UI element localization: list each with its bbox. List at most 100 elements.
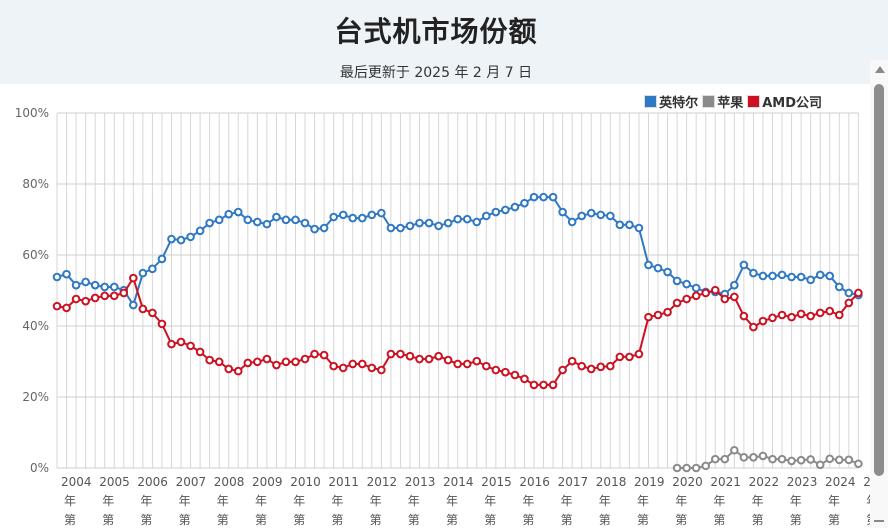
data-point[interactable]	[386, 223, 396, 233]
data-point[interactable]	[682, 294, 691, 304]
data-point[interactable]	[310, 224, 319, 234]
data-point[interactable]	[625, 352, 634, 362]
data-point[interactable]	[71, 280, 81, 290]
data-point[interactable]	[844, 298, 854, 308]
vertical-scrollbar[interactable]	[870, 60, 888, 528]
data-point[interactable]	[129, 300, 138, 310]
data-point[interactable]	[367, 363, 377, 373]
data-point[interactable]	[787, 456, 796, 466]
data-point[interactable]	[357, 359, 367, 369]
data-point[interactable]	[768, 271, 777, 281]
data-point[interactable]	[806, 311, 815, 321]
legend-item-apple[interactable]: 苹果	[702, 92, 743, 111]
data-point[interactable]	[644, 312, 653, 322]
data-point[interactable]	[224, 209, 234, 219]
data-point[interactable]	[186, 232, 195, 242]
data-point[interactable]	[520, 374, 529, 384]
data-point[interactable]	[796, 455, 806, 465]
data-point[interactable]	[491, 207, 501, 217]
data-point[interactable]	[796, 309, 806, 319]
data-point[interactable]	[739, 453, 749, 462]
data-point[interactable]	[510, 202, 520, 212]
data-point[interactable]	[157, 319, 167, 329]
data-point[interactable]	[510, 370, 520, 380]
data-point[interactable]	[291, 215, 300, 225]
data-point[interactable]	[90, 293, 100, 303]
data-point[interactable]	[501, 205, 510, 215]
data-point[interactable]	[434, 221, 443, 231]
data-point[interactable]	[701, 288, 711, 298]
data-point[interactable]	[691, 291, 701, 301]
data-point[interactable]	[577, 361, 587, 371]
data-point[interactable]	[672, 298, 682, 308]
data-point[interactable]	[262, 219, 272, 229]
data-point[interactable]	[596, 210, 606, 220]
data-point[interactable]	[758, 271, 768, 281]
data-point[interactable]	[577, 211, 587, 221]
data-point[interactable]	[825, 454, 835, 464]
data-point[interactable]	[462, 359, 472, 369]
data-point[interactable]	[567, 217, 577, 227]
data-point[interactable]	[777, 310, 787, 320]
data-point[interactable]	[615, 220, 625, 230]
data-point[interactable]	[749, 268, 758, 278]
data-point[interactable]	[615, 352, 625, 362]
data-point[interactable]	[253, 357, 262, 367]
data-point[interactable]	[310, 349, 319, 359]
data-point[interactable]	[749, 322, 758, 332]
data-point[interactable]	[844, 288, 854, 298]
data-point[interactable]	[758, 316, 768, 326]
data-point[interactable]	[100, 282, 109, 292]
data-point[interactable]	[634, 223, 644, 233]
data-point[interactable]	[539, 380, 548, 390]
data-point[interactable]	[806, 455, 815, 464]
data-point[interactable]	[71, 294, 81, 304]
data-point[interactable]	[272, 360, 281, 370]
data-point[interactable]	[844, 455, 854, 465]
data-point[interactable]	[415, 218, 424, 228]
data-point[interactable]	[787, 312, 796, 322]
data-point[interactable]	[548, 380, 558, 390]
data-point[interactable]	[62, 269, 71, 279]
data-point[interactable]	[739, 260, 749, 270]
data-point[interactable]	[52, 301, 62, 311]
data-point[interactable]	[148, 308, 157, 318]
data-point[interactable]	[758, 451, 768, 461]
data-point[interactable]	[663, 267, 672, 277]
data-point[interactable]	[90, 280, 100, 290]
data-point[interactable]	[300, 218, 310, 228]
data-point[interactable]	[291, 357, 300, 367]
data-point[interactable]	[243, 215, 253, 225]
data-point[interactable]	[701, 461, 711, 471]
data-point[interactable]	[710, 454, 720, 464]
data-point[interactable]	[443, 218, 453, 228]
data-point[interactable]	[834, 310, 844, 320]
data-point[interactable]	[472, 356, 482, 366]
data-point[interactable]	[520, 198, 529, 208]
data-point[interactable]	[367, 210, 377, 220]
data-point[interactable]	[529, 380, 539, 390]
data-point[interactable]	[281, 357, 291, 367]
data-point[interactable]	[195, 226, 205, 236]
legend-item-amd[interactable]: AMD公司	[747, 92, 822, 111]
data-point[interactable]	[539, 192, 548, 202]
data-point[interactable]	[854, 459, 863, 469]
data-point[interactable]	[653, 310, 663, 320]
data-point[interactable]	[787, 272, 796, 282]
data-point[interactable]	[319, 223, 329, 233]
data-point[interactable]	[796, 272, 806, 282]
data-point[interactable]	[167, 339, 176, 349]
data-point[interactable]	[834, 455, 844, 465]
data-point[interactable]	[606, 211, 615, 221]
data-point[interactable]	[119, 288, 129, 298]
data-point[interactable]	[424, 218, 434, 228]
data-point[interactable]	[138, 268, 148, 278]
legend-item-intel[interactable]: 英特尔	[644, 92, 698, 111]
data-point[interactable]	[109, 291, 119, 301]
data-point[interactable]	[815, 460, 825, 470]
data-point[interactable]	[558, 365, 567, 375]
data-point[interactable]	[329, 212, 338, 222]
data-point[interactable]	[52, 272, 62, 282]
scrollbar-thumb[interactable]	[874, 84, 884, 476]
data-point[interactable]	[825, 306, 835, 316]
